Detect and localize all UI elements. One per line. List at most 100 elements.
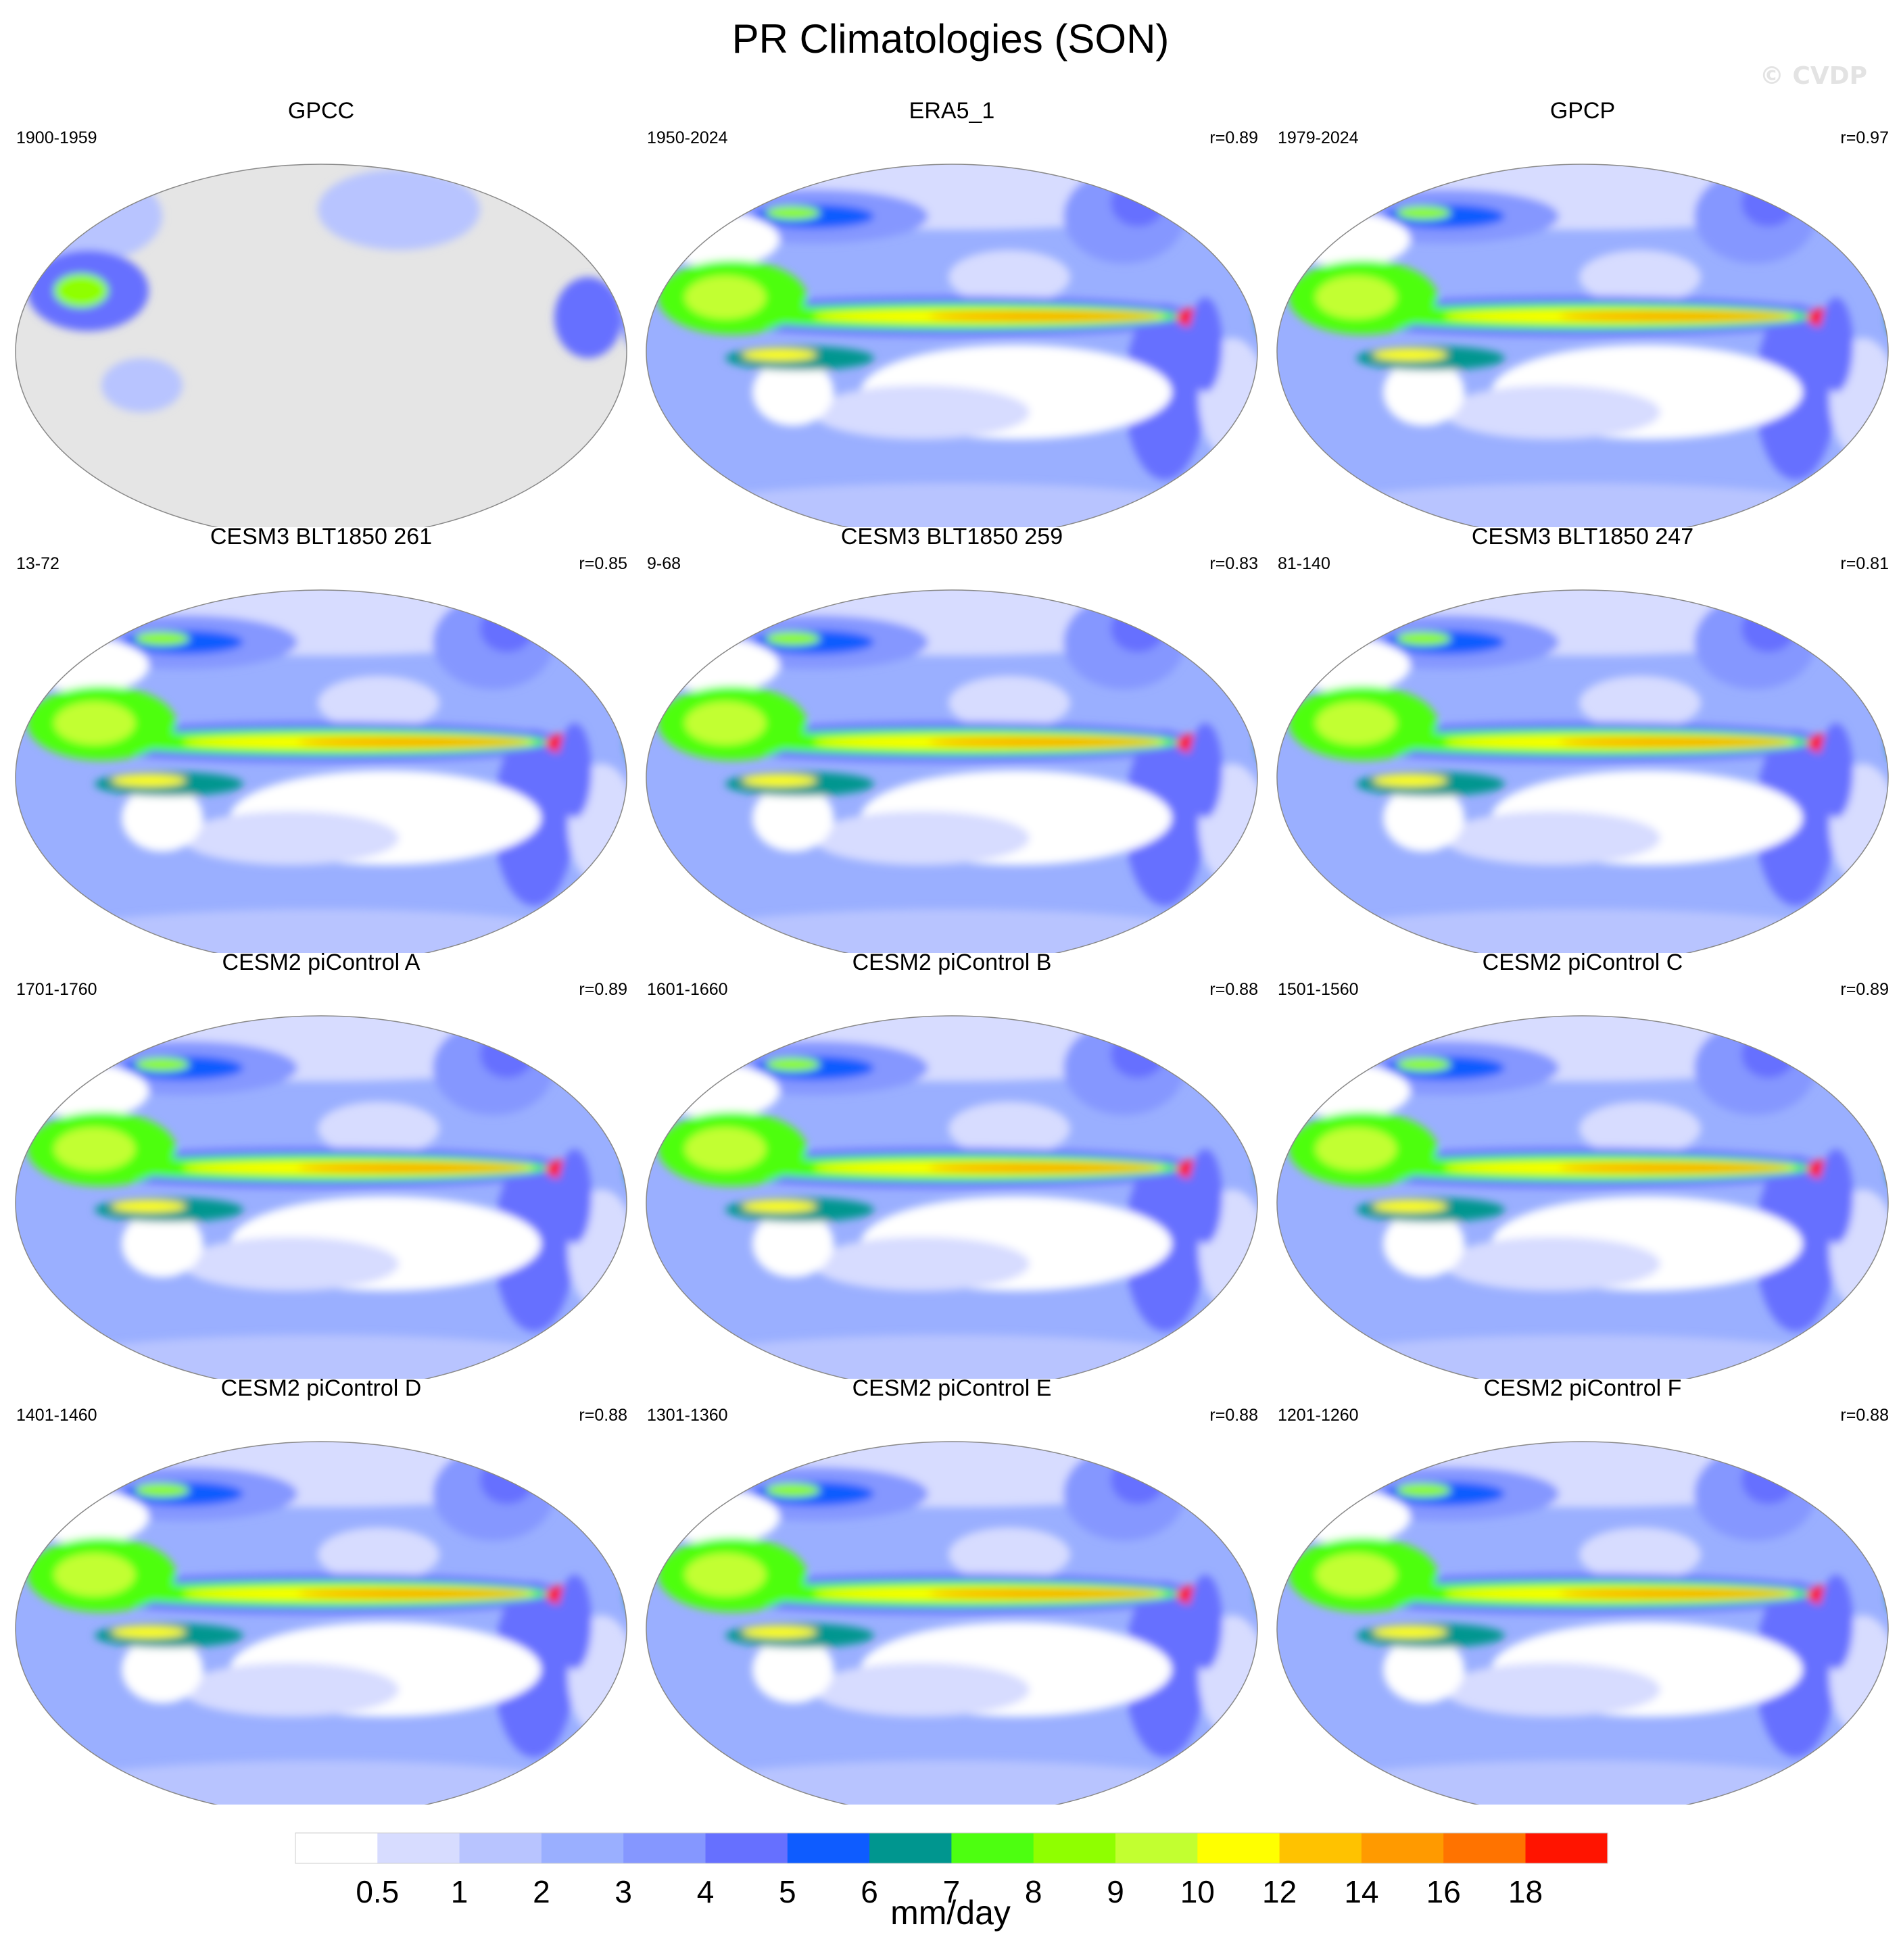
colorbar-box bbox=[377, 1833, 460, 1863]
panel-title: CESM3 BLT1850 259 bbox=[840, 524, 1063, 549]
panel-title: CESM2 piControl D bbox=[220, 1375, 422, 1401]
dry-zone-asia bbox=[658, 213, 779, 267]
dry-zone-australia bbox=[752, 1636, 834, 1703]
colorbar-tick-label: 6 bbox=[861, 1874, 878, 1909]
itcz-core bbox=[928, 738, 1158, 746]
panel-title: ERA5_1 bbox=[909, 98, 995, 124]
map-svg bbox=[646, 1015, 1258, 1379]
itcz-core bbox=[928, 312, 1158, 320]
polar-band-south bbox=[1277, 1761, 1888, 1805]
colorbar-tick-label: 16 bbox=[1426, 1874, 1461, 1909]
amazon-convection bbox=[558, 1149, 592, 1244]
panel-period: 1201-1260 bbox=[1278, 1406, 1359, 1425]
panel-correlation: r=0.88 bbox=[579, 1406, 627, 1425]
spcz-core bbox=[1373, 1626, 1447, 1638]
dry-zone-edge bbox=[183, 1237, 399, 1291]
storm-track-pacific-peak bbox=[766, 1058, 820, 1071]
colorbar-box bbox=[1525, 1833, 1608, 1863]
colorbar-box bbox=[1033, 1833, 1116, 1863]
colorbar-tick-label: 8 bbox=[1025, 1874, 1042, 1909]
map-outline bbox=[15, 164, 627, 527]
storm-track-pacific-peak bbox=[1397, 1484, 1451, 1497]
panel-title: CESM2 piControl B bbox=[852, 950, 1052, 975]
figure-title: PR Climatologies (SON) bbox=[731, 16, 1170, 62]
polar-band-south bbox=[646, 483, 1257, 527]
map-svg bbox=[646, 1441, 1258, 1805]
warm-pool-core bbox=[685, 1553, 766, 1596]
polar-band-south bbox=[16, 1335, 627, 1379]
warm-pool-core bbox=[1316, 1127, 1397, 1171]
polar-band-south bbox=[16, 909, 627, 953]
map-outline bbox=[1276, 1441, 1889, 1805]
polar-band-south bbox=[1277, 483, 1888, 527]
itcz-core bbox=[297, 738, 527, 746]
colorbar-tick-label: 18 bbox=[1508, 1874, 1543, 1909]
colorbar-box bbox=[869, 1833, 952, 1863]
amazon-convection bbox=[1188, 1149, 1222, 1244]
warm-pool-core bbox=[54, 1553, 135, 1596]
polar-band-south bbox=[646, 1335, 1257, 1379]
colorbar-tick-label: 12 bbox=[1262, 1874, 1297, 1909]
panel-period: 1979-2024 bbox=[1278, 128, 1359, 147]
map-panel: GPCP 1979-2024 r=0.97 bbox=[1268, 95, 1897, 527]
map-svg bbox=[646, 589, 1258, 953]
panel-correlation: r=0.88 bbox=[1209, 1406, 1258, 1425]
panel-title: CESM2 piControl A bbox=[222, 950, 420, 975]
dry-zone-edge bbox=[183, 1663, 399, 1717]
amazon-convection bbox=[1188, 297, 1222, 392]
panel-correlation: r=0.89 bbox=[1840, 980, 1889, 999]
panel-correlation: r=0.89 bbox=[579, 980, 627, 999]
dry-zone-australia bbox=[122, 1210, 203, 1277]
map-panel: CESM2 piControl E 1301-1360 r=0.88 bbox=[637, 1372, 1266, 1805]
map-background bbox=[16, 164, 627, 527]
polar-band-north bbox=[1277, 590, 1888, 656]
spcz-core bbox=[1373, 349, 1447, 361]
africa-convection bbox=[1256, 713, 1257, 774]
map-outline bbox=[646, 1015, 1258, 1379]
map-panel: CESM3 BLT1850 247 81-140 r=0.81 bbox=[1268, 520, 1897, 953]
warm-pool-core bbox=[54, 702, 135, 745]
dry-zone-north-pacific bbox=[948, 676, 1070, 730]
dry-zone-north-pacific bbox=[1579, 250, 1701, 304]
polar-band-south bbox=[16, 1761, 627, 1805]
spcz-core bbox=[112, 1626, 186, 1638]
panel-correlation: r=0.97 bbox=[1840, 128, 1889, 147]
colorbar-box bbox=[951, 1833, 1034, 1863]
colorbar-box bbox=[1115, 1833, 1198, 1863]
colorbar-tick-label: 4 bbox=[697, 1874, 715, 1909]
dry-zone-asia bbox=[1289, 213, 1410, 267]
polar-band-south bbox=[646, 909, 1257, 953]
polar-band-north bbox=[1277, 1016, 1888, 1081]
map-panel: CESM3 BLT1850 261 13-72 r=0.85 bbox=[7, 520, 635, 953]
panel-title: CESM3 BLT1850 247 bbox=[1471, 524, 1694, 549]
dry-zone-australia bbox=[1383, 1636, 1464, 1703]
warm-pool-core bbox=[54, 1127, 135, 1171]
map-outline bbox=[646, 164, 1258, 527]
amazon-convection bbox=[1819, 723, 1853, 818]
panel-period: 1900-1959 bbox=[16, 128, 97, 147]
land-north-america bbox=[318, 169, 480, 250]
dry-zone-asia bbox=[27, 1490, 149, 1544]
africa-convection bbox=[1256, 1139, 1257, 1200]
spcz-core bbox=[742, 1200, 817, 1212]
colorbar-frame bbox=[295, 1832, 1608, 1864]
map-panel: ERA5_1 1950-2024 r=0.89 bbox=[637, 95, 1266, 527]
panel-correlation: r=0.81 bbox=[1840, 554, 1889, 573]
amazon-convection bbox=[1819, 1149, 1853, 1244]
itcz-core bbox=[1559, 1590, 1789, 1598]
colorbar-box bbox=[295, 1833, 378, 1863]
dry-zone-asia bbox=[658, 639, 779, 693]
warm-pool-core bbox=[1316, 1553, 1397, 1596]
map-svg bbox=[1276, 1441, 1889, 1805]
watermark: © CVDP bbox=[1759, 62, 1867, 90]
panel-correlation: r=0.88 bbox=[1209, 980, 1258, 999]
land-australia bbox=[101, 358, 183, 412]
dry-zone-north-pacific bbox=[318, 676, 439, 730]
storm-track-pacific-peak bbox=[135, 632, 189, 645]
storm-track-pacific-peak bbox=[1397, 1058, 1451, 1071]
storm-track-pacific-peak bbox=[135, 1058, 189, 1071]
map-outline bbox=[15, 1015, 627, 1379]
amazon-convection bbox=[558, 1575, 592, 1669]
panel-period: 1601-1660 bbox=[647, 980, 728, 999]
colorbar-box bbox=[1279, 1833, 1362, 1863]
